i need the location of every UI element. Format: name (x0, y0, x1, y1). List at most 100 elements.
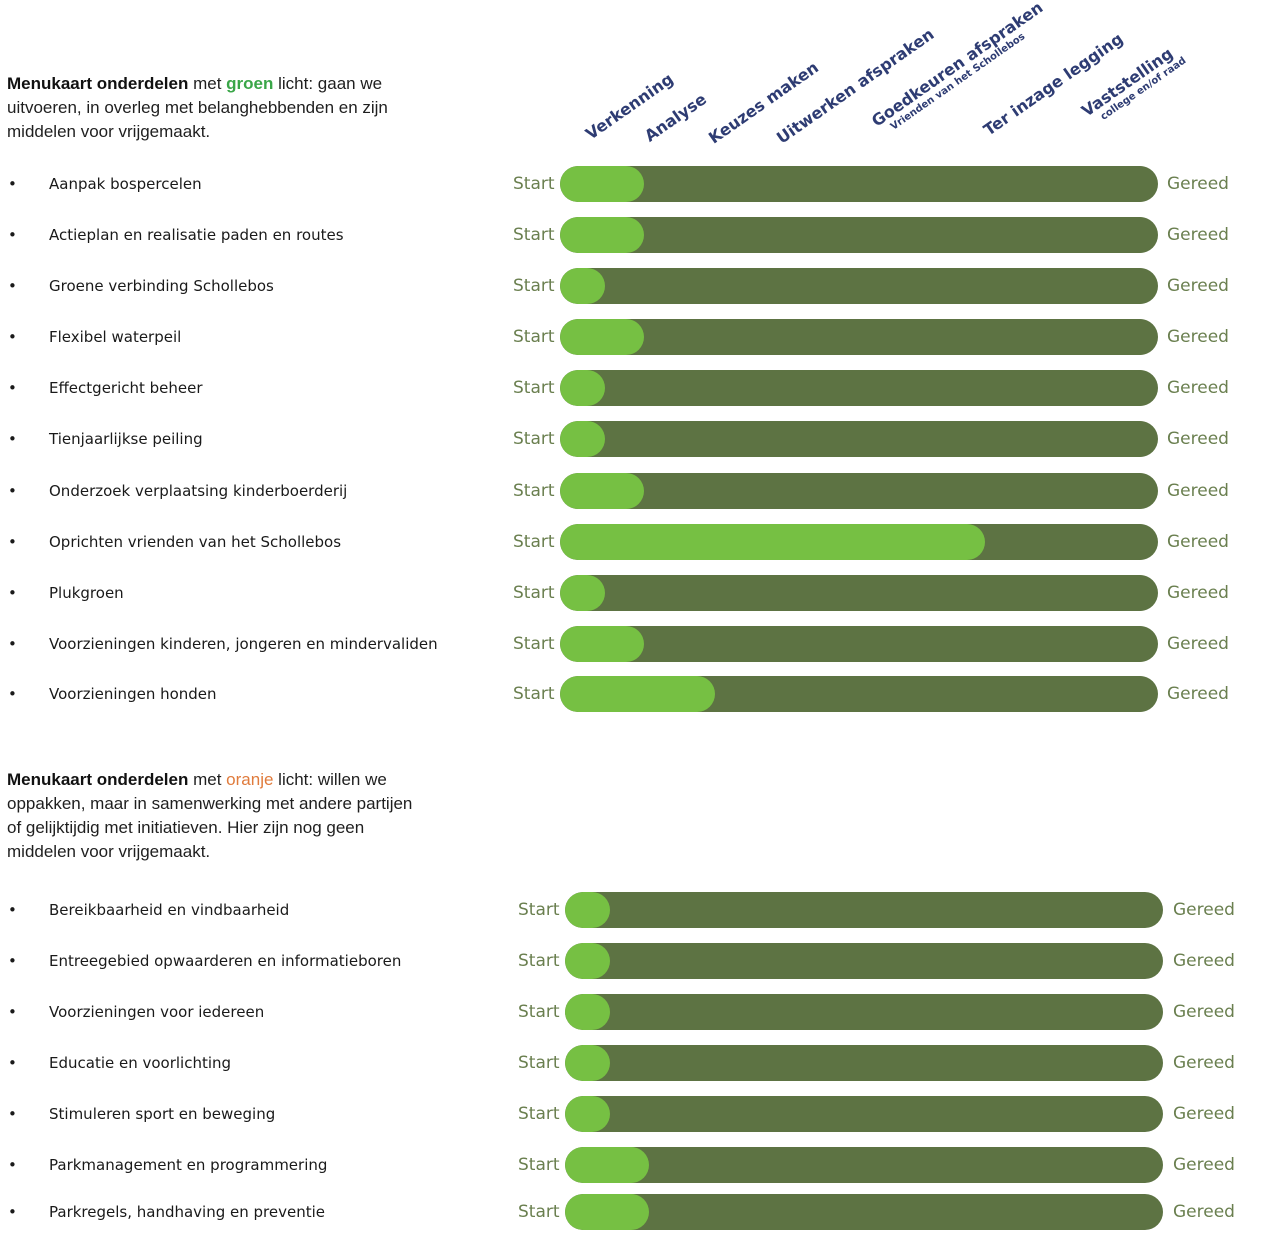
item-label: Groene verbinding Schollebos (49, 277, 274, 295)
bar-end-label: Gereed (1173, 1053, 1235, 1073)
progress-track (560, 217, 1158, 253)
bullet: • (8, 482, 17, 500)
bar-start-label: Start (513, 583, 555, 603)
progress-fill (560, 421, 605, 457)
bar-end-label: Gereed (1167, 378, 1229, 398)
progress-track (565, 1045, 1163, 1081)
bullet: • (8, 635, 17, 653)
bar-start-label: Start (518, 1202, 560, 1222)
section-orange-title-bold: Menukaart onderdelen (7, 770, 189, 789)
bar-start-label: Start (518, 1053, 560, 1073)
list-item: • Effectgericht beheer (8, 377, 488, 399)
list-item: • Oprichten vrienden van het Schollebos (8, 531, 488, 553)
list-item: • Tienjaarlijkse peiling (8, 428, 488, 450)
bar-end-label: Gereed (1167, 327, 1229, 347)
bar-start-label: Start (513, 327, 555, 347)
progress-track (565, 943, 1163, 979)
list-item: • Aanpak bospercelen (8, 173, 488, 195)
progress-track (565, 994, 1163, 1030)
progress-fill (560, 676, 715, 712)
bar-start-label: Start (513, 634, 555, 654)
progress-track (560, 626, 1158, 662)
progress-track (565, 1194, 1163, 1230)
progress-track (560, 268, 1158, 304)
list-item: • Parkmanagement en programmering (8, 1154, 488, 1176)
bar-end-label: Gereed (1167, 684, 1229, 704)
progress-fill (560, 166, 644, 202)
bullet: • (8, 1203, 17, 1221)
list-item: • Groene verbinding Schollebos (8, 275, 488, 297)
progress-fill (565, 1045, 610, 1081)
item-label: Aanpak bospercelen (49, 175, 202, 193)
bar-start-label: Start (513, 276, 555, 296)
section-green-title-bold: Menukaart onderdelen (7, 74, 189, 93)
item-label: Plukgroen (49, 584, 124, 602)
progress-fill (565, 1194, 649, 1230)
progress-track (560, 524, 1158, 560)
list-item: • Actieplan en realisatie paden en routes (8, 224, 488, 246)
stage-sublabel: Vrienden van het Schollebos (888, 31, 1028, 133)
progress-fill (565, 1096, 610, 1132)
progress-fill (565, 943, 610, 979)
progress-fill (560, 626, 644, 662)
bar-end-label: Gereed (1173, 1002, 1235, 1022)
list-item: • Plukgroen (8, 582, 488, 604)
progress-fill (560, 319, 644, 355)
progress-fill (565, 994, 610, 1030)
list-item: • Onderzoek verplaatsing kinderboerderij (8, 480, 488, 502)
bullet: • (8, 175, 17, 193)
section-orange-title-post: licht: willen we oppakken, maar in samen… (7, 770, 413, 861)
bullet: • (8, 226, 17, 244)
section-green-title: Menukaart onderdelen met groen licht: ga… (7, 72, 447, 144)
bar-start-label: Start (513, 429, 555, 449)
bullet: • (8, 1156, 17, 1174)
progress-fill (560, 370, 605, 406)
bar-end-label: Gereed (1167, 174, 1229, 194)
list-item: • Educatie en voorlichting (8, 1052, 488, 1074)
bullet: • (8, 379, 17, 397)
item-label: Parkmanagement en programmering (49, 1156, 328, 1174)
progress-fill (560, 268, 605, 304)
list-item: • Stimuleren sport en beweging (8, 1103, 488, 1125)
progress-track (565, 892, 1163, 928)
progress-fill (560, 524, 985, 560)
list-item: • Voorzieningen kinderen, jongeren en min… (8, 633, 488, 655)
item-label: Educatie en voorlichting (49, 1054, 232, 1072)
list-item: • Voorzieningen honden (8, 683, 488, 705)
bullet: • (8, 685, 17, 703)
bar-start-label: Start (518, 900, 560, 920)
bar-end-label: Gereed (1167, 225, 1229, 245)
bar-end-label: Gereed (1167, 276, 1229, 296)
item-label: Entreegebied opwaarderen en informatiebo… (49, 952, 402, 970)
progress-track (560, 370, 1158, 406)
bullet: • (8, 533, 17, 551)
progress-fill (565, 1147, 649, 1183)
section-orange-title-pre: met (188, 770, 227, 789)
item-label: Bereikbaarheid en vindbaarheid (49, 901, 290, 919)
section-orange-highlight: oranje (226, 770, 274, 789)
bar-end-label: Gereed (1167, 634, 1229, 654)
bar-start-label: Start (518, 951, 560, 971)
progress-track (560, 421, 1158, 457)
item-label: Tienjaarlijkse peiling (49, 430, 203, 448)
bullet: • (8, 1105, 17, 1123)
bar-end-label: Gereed (1173, 1104, 1235, 1124)
list-item: • Entreegebied opwaarderen en informatieb… (8, 950, 488, 972)
bullet: • (8, 277, 17, 295)
bullet: • (8, 1003, 17, 1021)
section-orange-title: Menukaart onderdelen met oranje licht: w… (7, 768, 417, 864)
item-label: Voorzieningen honden (49, 685, 217, 703)
bar-end-label: Gereed (1167, 429, 1229, 449)
bullet: • (8, 952, 17, 970)
bar-end-label: Gereed (1167, 532, 1229, 552)
progress-track (565, 1147, 1163, 1183)
section-green-title-pre: met (188, 74, 227, 93)
bar-end-label: Gereed (1173, 1202, 1235, 1222)
progress-fill (560, 473, 644, 509)
bar-end-label: Gereed (1167, 583, 1229, 603)
item-label: Stimuleren sport en beweging (49, 1105, 276, 1123)
item-label: Flexibel waterpeil (49, 328, 182, 346)
item-label: Voorzieningen voor iedereen (49, 1003, 265, 1021)
item-label: Actieplan en realisatie paden en routes (49, 226, 344, 244)
bar-start-label: Start (513, 378, 555, 398)
